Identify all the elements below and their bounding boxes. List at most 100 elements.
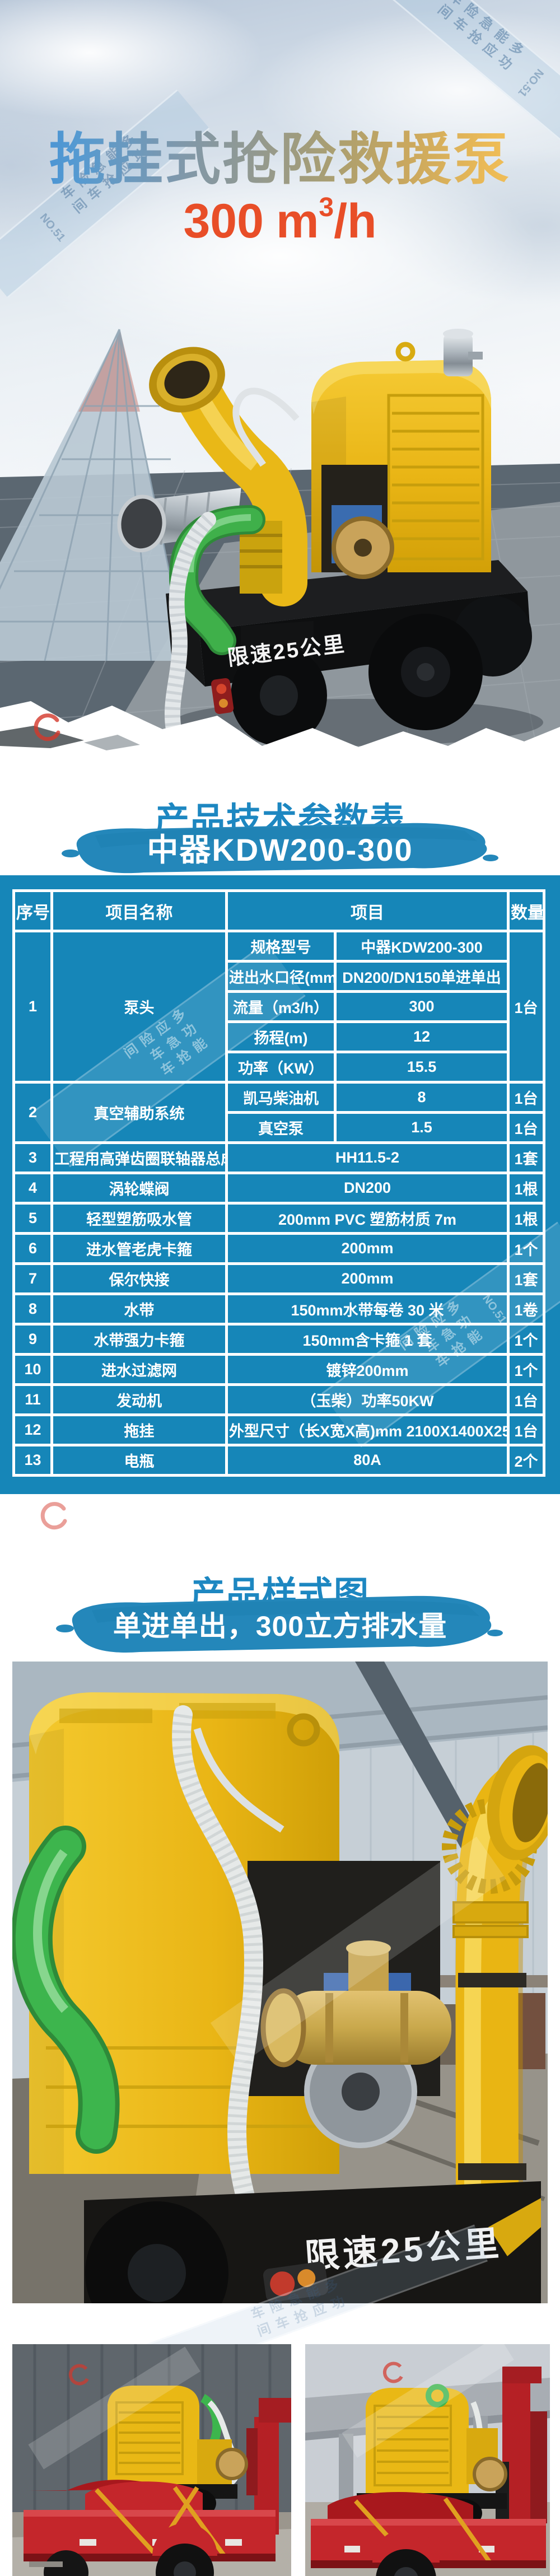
green-hose-highlight — [33, 1849, 69, 2013]
cell-value: HH11.5-2 — [225, 1141, 510, 1174]
priming-hose — [232, 388, 300, 467]
cell-value: DN200 — [225, 1172, 510, 1205]
cell-item-name: 水带 — [50, 1292, 228, 1326]
cell-value: 200mm — [225, 1262, 510, 1295]
section-gap — [0, 2303, 560, 2344]
air-filter — [260, 1940, 451, 2068]
cell-sub-key: 功率（KW） — [225, 1051, 337, 1084]
header-qty: 数量 — [507, 889, 545, 932]
cell-qty: 1个 — [507, 1353, 545, 1386]
cell-item-name: 水带强力卡箍 — [50, 1323, 228, 1356]
table-row: 8 水带 150mm水带每卷 30 米 1卷 — [12, 1292, 545, 1326]
cell-qty: 1根 — [507, 1202, 545, 1235]
cell-item-name: 真空辅助系统 — [50, 1081, 228, 1144]
style-subtitle-label: 单进单出，300立方排水量 — [113, 1610, 447, 1642]
discharge-pipe-large — [442, 1745, 548, 2267]
cell-qty: 1个 — [507, 1323, 545, 1356]
header-item: 项目 — [225, 889, 510, 932]
cell-qty: 1根 — [507, 1172, 545, 1205]
cell-item-name: 发动机 — [50, 1383, 228, 1416]
spec-table-panel: 多功能应急抢险车车间 多功能应急抢险车车间 NO.51 序号 项目名称 项目 数… — [0, 875, 560, 1494]
truck-right-illustration — [305, 2344, 550, 2576]
watermark-ribbon — [28, 2346, 200, 2470]
table-row: 真空泵 1.5 1台 — [14, 1111, 545, 1144]
wheel — [156, 2544, 214, 2576]
green-hose — [200, 2393, 222, 2446]
brush-stroke — [56, 1595, 503, 1653]
cell-index: 4 — [12, 1172, 53, 1205]
flow-unit-exponent: 3 — [319, 193, 334, 222]
flow-value: 300 — [183, 194, 264, 248]
cell-index: 13 — [12, 1444, 53, 1477]
table-row: 扬程(m) 12 — [14, 1020, 544, 1053]
hero-section: NO.51 多功能应急抢险车车间 多功能应急抢险车车间 NO.51 拖挂式抢险救… — [0, 0, 560, 753]
cell-index: 5 — [12, 1202, 53, 1235]
cell-index: 7 — [12, 1262, 53, 1295]
cell-qty: 1台 — [507, 930, 545, 1084]
discharge-elbow-pipe — [149, 347, 307, 606]
brand-logo-icon — [68, 2364, 89, 2386]
table-row: 流量（m3/h） 300 — [14, 990, 544, 1023]
table-row: 进出水口径(mm) DN200/DN150单进单出 — [14, 960, 544, 993]
cell-item-name: 泵头 — [50, 930, 228, 1084]
cell-value: 150mm水带每卷 30 米 — [225, 1292, 510, 1326]
cell-sub-key: 真空泵 — [225, 1111, 337, 1144]
watermark-ribbon — [342, 2344, 514, 2458]
engine-bay — [321, 465, 394, 579]
exhaust-stack — [443, 329, 483, 376]
green-hose — [426, 2384, 449, 2407]
cell-qty: 1台 — [507, 1111, 545, 1144]
cell-sub-key: 规格型号 — [225, 930, 337, 963]
cell-qty: 2个 — [507, 1444, 545, 1477]
cell-index: 9 — [12, 1323, 53, 1356]
small-hose — [193, 1728, 284, 1833]
trailer-base: 限速25公里 — [84, 2181, 541, 2303]
cell-index: 12 — [12, 1413, 53, 1446]
model-badge-label: 中器KDW200-300 — [147, 832, 413, 867]
wheel — [376, 2549, 436, 2576]
truck-photo-left — [12, 2344, 291, 2576]
cell-index: 2 — [12, 1081, 53, 1144]
flow-unit: m — [276, 194, 319, 248]
wheel-hub — [394, 2567, 418, 2576]
table-row: 4 涡轮蝶阀 DN200 1根 — [12, 1172, 545, 1205]
brand-logo-icon — [40, 1502, 67, 1530]
cell-index: 8 — [12, 1292, 53, 1326]
cell-item-name: 涡轮蝶阀 — [50, 1172, 228, 1205]
cell-value: （玉柴）功率50KW — [225, 1383, 510, 1416]
cell-sub-value: 300 — [334, 990, 510, 1023]
cell-qty: 1套 — [507, 1262, 545, 1295]
cell-item-name: 保尔快接 — [50, 1262, 228, 1295]
cell-sub-value: 8 — [334, 1081, 510, 1114]
cell-qty: 1台 — [507, 1413, 545, 1446]
cell-sub-value: 12 — [334, 1020, 510, 1053]
cell-sub-value: 中器KDW200-300 — [334, 930, 510, 963]
truck-bed — [311, 2492, 546, 2576]
coupling — [216, 2448, 248, 2480]
spec-table: 序号 项目名称 项目 数量 1 泵头 规格型号 中器KDW200-300 1台 … — [12, 889, 545, 1477]
cell-sub-key: 扬程(m) — [225, 1020, 337, 1053]
trailer-wheels — [231, 596, 532, 746]
cell-qty: 1卷 — [507, 1292, 545, 1326]
table-row: 3 工程用高弹齿圈联轴器总成 HH11.5-2 1套 — [12, 1141, 545, 1174]
clear-hose — [172, 1705, 263, 2210]
truck-left-illustration — [12, 2344, 291, 2576]
cell-sub-value: DN200/DN150单进单出 — [334, 960, 510, 993]
cell-value: 80A — [225, 1444, 510, 1477]
hero-pump-photo: 限速25公里 — [0, 329, 560, 753]
fender — [152, 2523, 217, 2556]
cell-index: 6 — [12, 1232, 53, 1265]
cell-item-name: 电瓶 — [50, 1444, 228, 1477]
brush-stroke — [62, 823, 498, 874]
table-row: 6 进水管老虎卡箍 200mm 1个 — [12, 1232, 545, 1265]
style-subtitle-badge: 单进单出，300立方排水量 — [56, 1592, 504, 1656]
cell-item-name: 拖挂 — [50, 1413, 228, 1446]
wheel — [44, 2550, 88, 2576]
header-item-name: 项目名称 — [50, 889, 228, 932]
flow-rate-subtitle: 300 m3/h — [0, 194, 560, 248]
tail-light — [263, 2261, 329, 2302]
clear-hose-ribs — [164, 514, 214, 731]
table-row: 1 泵头 规格型号 中器KDW200-300 1台 — [12, 930, 545, 1084]
cell-index: 11 — [12, 1383, 53, 1416]
